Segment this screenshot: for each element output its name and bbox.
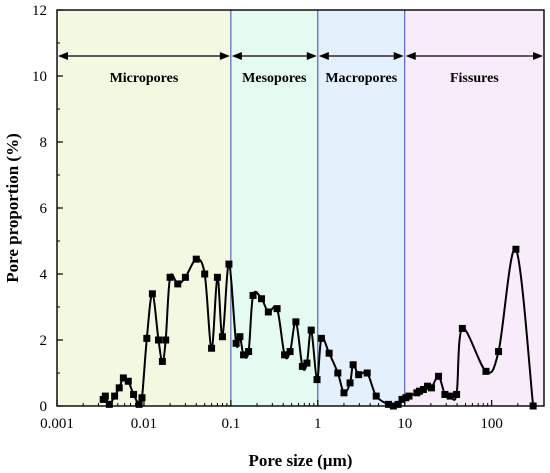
data-point: [384, 400, 392, 408]
data-point: [232, 339, 240, 347]
y-tick-label: 4: [40, 267, 48, 283]
y-tick-label: 10: [32, 69, 47, 85]
data-point: [208, 344, 216, 352]
data-point: [240, 351, 248, 359]
data-point: [119, 374, 127, 382]
data-point: [334, 369, 342, 377]
data-point: [446, 392, 454, 400]
data-point: [453, 390, 461, 398]
data-point: [181, 273, 189, 281]
y-tick-label: 12: [32, 3, 47, 19]
data-point: [257, 295, 265, 303]
data-point: [138, 394, 146, 402]
region-fissures-arrowhead-right: [533, 52, 543, 60]
data-point: [424, 382, 432, 390]
region-macropores-label: Macropores: [325, 71, 397, 86]
region-micropores-background: [57, 10, 231, 406]
region-micropores-arrowhead-left: [58, 52, 68, 60]
region-mesopores-arrowhead-left: [231, 52, 242, 60]
data-point: [264, 308, 272, 316]
data-point: [340, 389, 348, 397]
data-point: [325, 349, 333, 357]
x-tick-label: 0.001: [40, 416, 74, 432]
data-point: [313, 376, 321, 384]
data-point: [273, 305, 281, 313]
series-layer: [99, 245, 537, 410]
region-fissures-background: [404, 10, 544, 406]
y-tick-label: 0: [40, 399, 48, 415]
data-point: [124, 377, 132, 385]
data-point: [101, 392, 109, 400]
data-point: [458, 324, 466, 332]
data-point: [213, 273, 221, 281]
data-point: [398, 395, 406, 403]
x-tick-label: 10: [397, 416, 412, 432]
data-point: [292, 318, 300, 326]
region-labels: Micropores Mesopores Macropores Fissures: [58, 52, 543, 86]
data-point: [281, 351, 289, 359]
data-point: [201, 270, 209, 278]
data-point: [512, 245, 520, 253]
data-point: [346, 379, 354, 387]
data-point: [130, 390, 138, 398]
region-mesopores-arrowhead-right: [306, 52, 317, 60]
region-fissures-arrowhead-left: [405, 52, 416, 60]
data-point: [111, 392, 119, 400]
data-point: [394, 400, 402, 408]
data-point: [148, 290, 156, 298]
data-point: [317, 334, 325, 342]
data-point: [218, 333, 226, 341]
axes: 0.001 0.01 0.1 1 10 100 0 2 4 6 8 10 12: [32, 3, 545, 432]
region-mesopores-label: Mesopores: [242, 71, 307, 86]
data-point: [405, 392, 413, 400]
region-micropores-arrowhead-right: [219, 52, 230, 60]
data-point: [143, 334, 151, 342]
x-tick-label: 100: [480, 416, 503, 432]
x-tick-label: 1: [314, 416, 322, 432]
y-tick-label: 2: [40, 333, 48, 349]
data-point: [303, 359, 311, 367]
data-point: [363, 369, 371, 377]
data-point: [115, 384, 123, 392]
data-point: [245, 348, 253, 356]
data-point: [435, 372, 443, 380]
region-backgrounds: [57, 10, 544, 406]
data-point: [427, 384, 435, 392]
data-point: [174, 280, 182, 288]
data-point: [236, 333, 244, 341]
data-point: [307, 326, 315, 334]
y-tick-label: 8: [40, 135, 48, 151]
data-point: [372, 392, 380, 400]
data-point: [441, 390, 449, 398]
data-point: [495, 348, 503, 356]
region-micropores-label: Micropores: [110, 71, 179, 86]
region-macropores-background: [317, 10, 405, 406]
data-point: [419, 386, 427, 393]
data-point: [298, 362, 306, 370]
x-axis-title: Pore size (µm): [249, 451, 353, 470]
data-point: [249, 291, 257, 299]
region-mesopores-background: [230, 10, 318, 406]
data-point: [154, 336, 162, 344]
data-point: [225, 260, 233, 268]
data-point: [162, 336, 170, 344]
data-point: [416, 387, 424, 395]
region-fissures-label: Fissures: [450, 71, 499, 86]
y-axis-title: Pore proportion (%): [3, 133, 22, 283]
data-point: [135, 400, 143, 408]
data-point: [482, 367, 490, 375]
x-tick-label: 0.01: [131, 416, 157, 432]
data-point: [158, 357, 166, 365]
region-macropores-arrowhead-right: [393, 52, 404, 60]
data-point: [349, 361, 357, 369]
data-point: [355, 371, 363, 379]
region-macropores-arrowhead-left: [318, 52, 329, 60]
y-tick-label: 6: [40, 201, 48, 217]
data-point: [286, 348, 294, 356]
data-point: [166, 273, 174, 281]
x-tick-label: 0.1: [221, 416, 240, 432]
data-point: [192, 255, 200, 263]
